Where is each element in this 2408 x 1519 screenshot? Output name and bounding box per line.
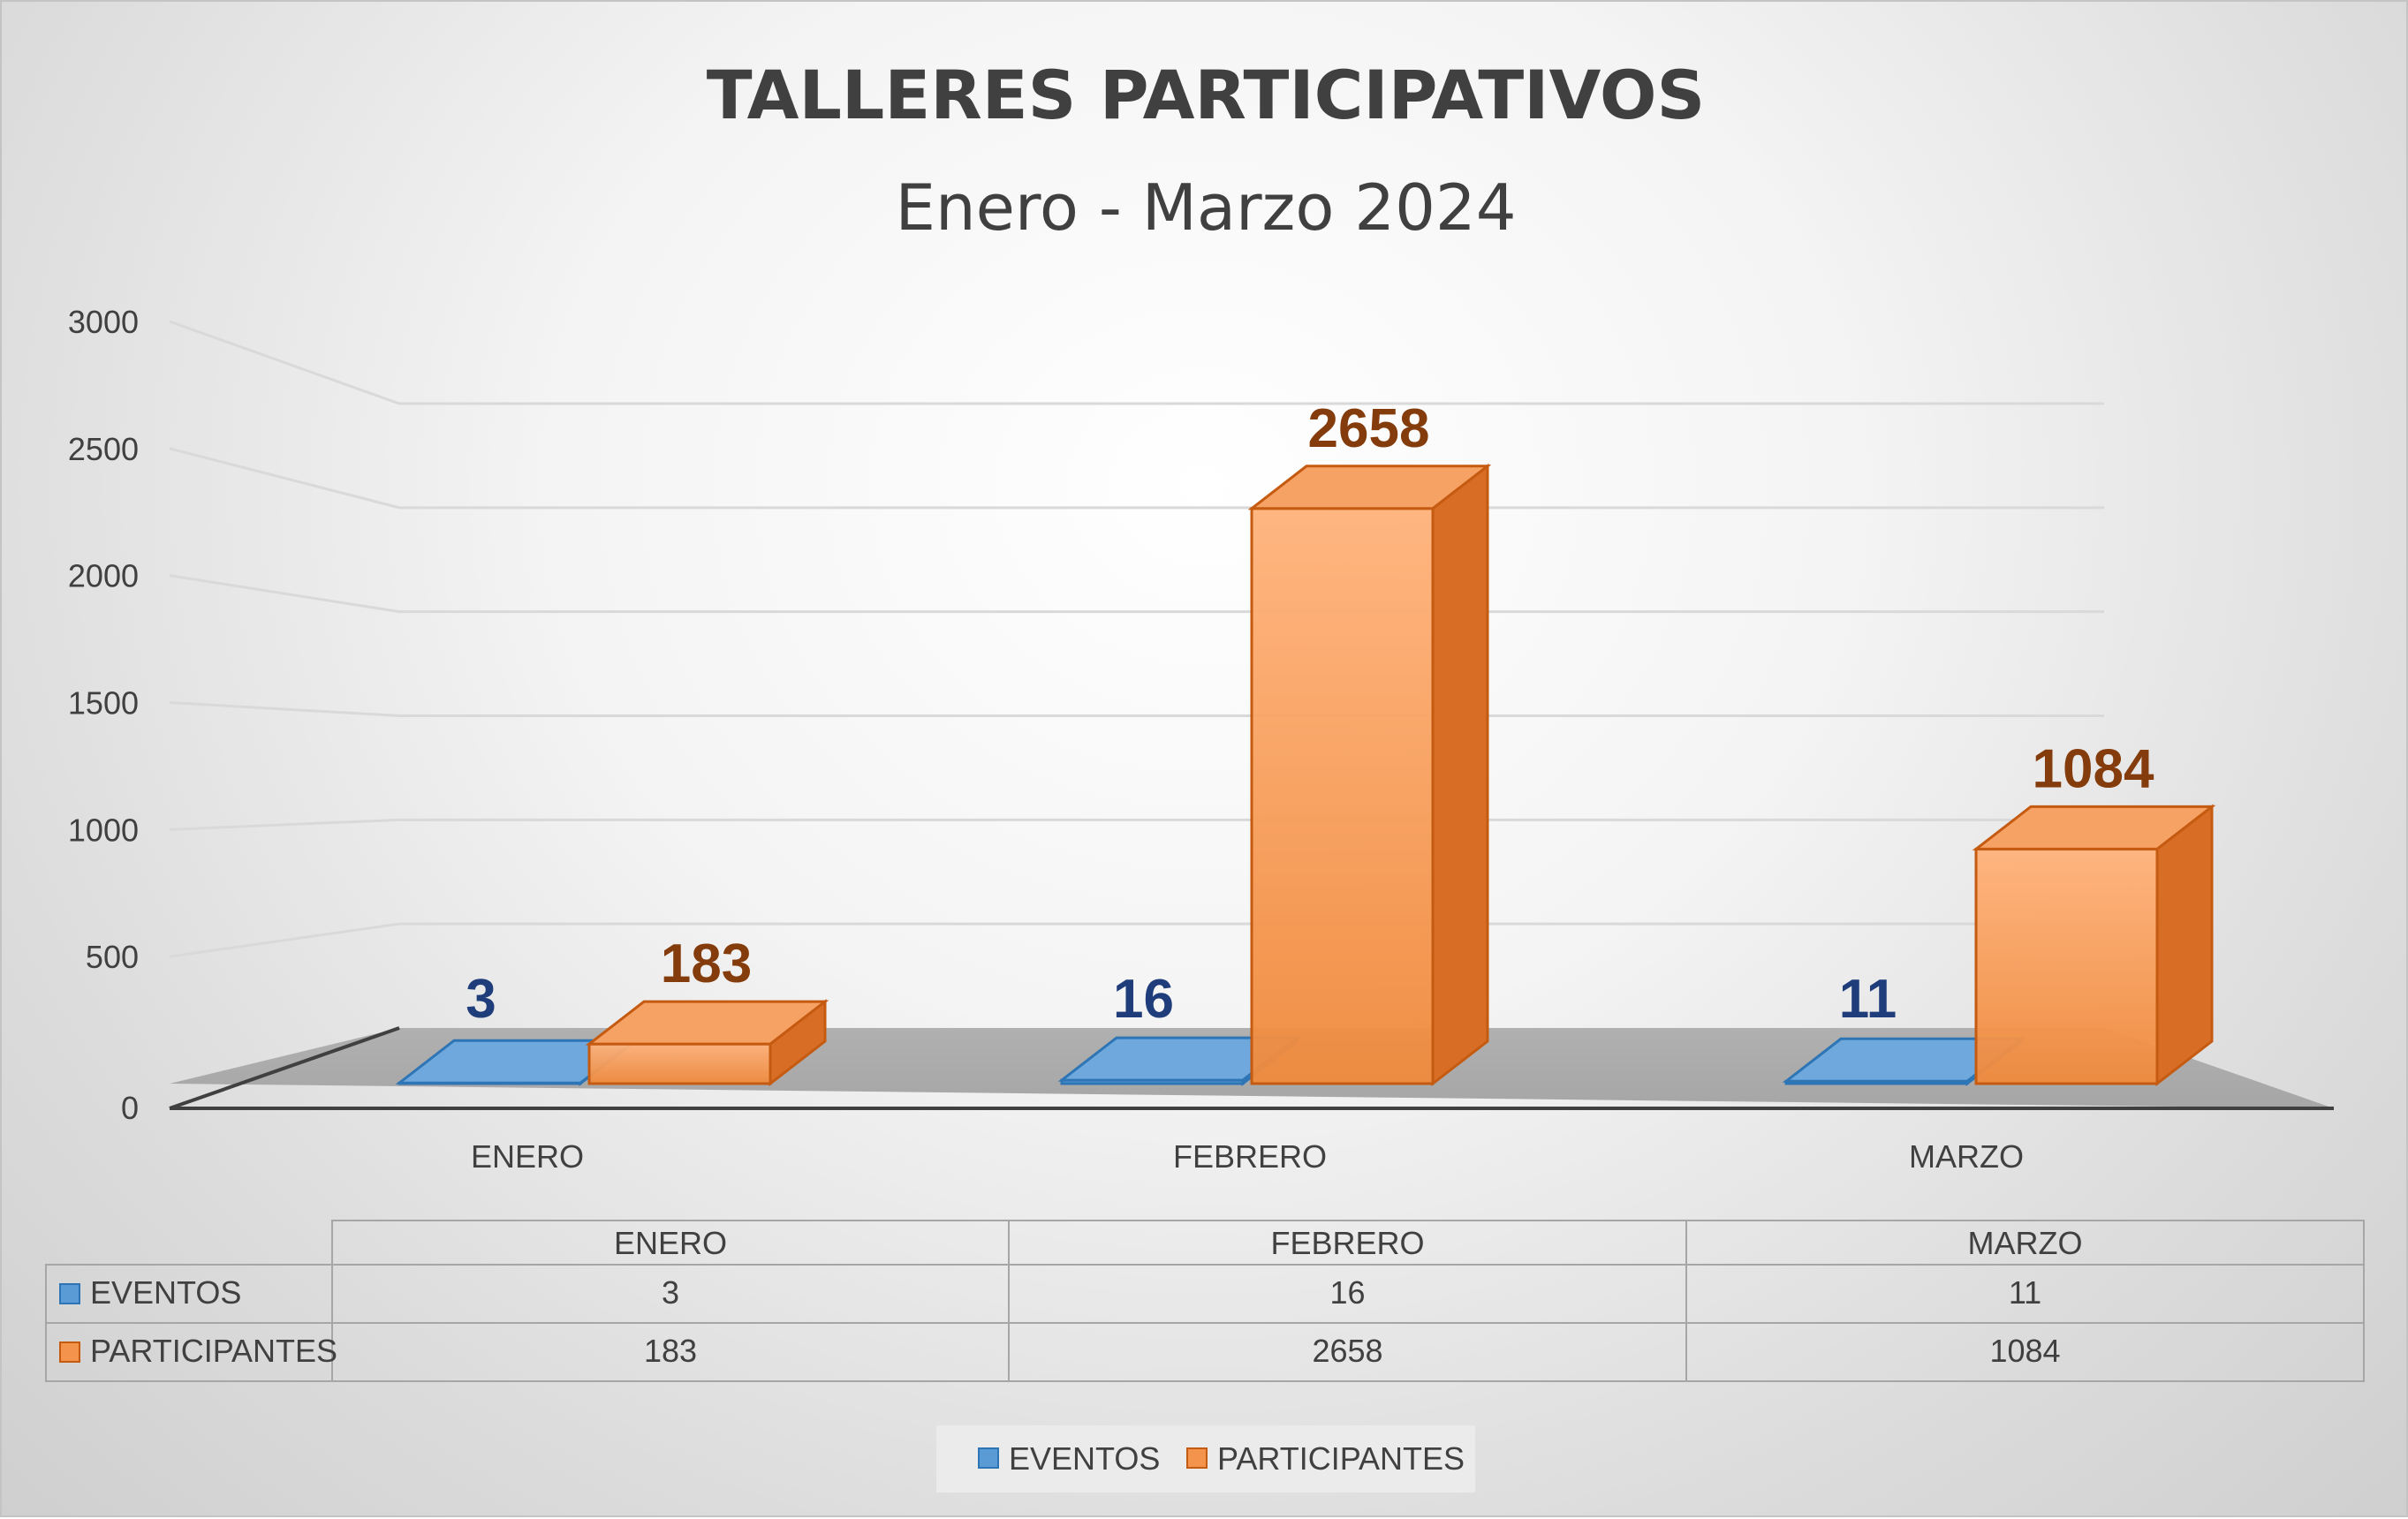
bar-participantes-marzo-side (2155, 804, 2214, 1087)
y-tick-label: 0 (121, 1090, 139, 1126)
grid-line (169, 574, 2104, 614)
y-tick-label: 1500 (68, 685, 139, 722)
bar-participantes-marzo (1972, 804, 2216, 1087)
floor-left-edge (169, 1026, 400, 1110)
legend-key (978, 1447, 999, 1469)
data-label-participantes: 1084 (2033, 738, 2154, 799)
table-cell: 183 (644, 1333, 697, 1369)
legend: EVENTOS PARTICIPANTES (936, 1425, 1475, 1493)
x-tick-label: FEBRERO (1173, 1138, 1327, 1175)
data-table: ENERO FEBRERO MARZO EVENTOS 3 16 11 PARTICIPANT… (45, 1220, 2365, 1382)
table-legend-key (59, 1341, 80, 1363)
y-axis: 0 500 1000 1500 2000 2500 3000 (68, 304, 139, 1126)
grid-line (169, 701, 2104, 717)
y-tick-label: 3000 (68, 304, 139, 340)
chart-title: TALLERES PARTICIPATIVOS (707, 56, 1706, 134)
grid-lines (169, 320, 2104, 958)
data-label-eventos: 11 (1839, 969, 1897, 1030)
bar-participantes-enero (585, 999, 829, 1087)
table-row-label: PARTICIPANTES (90, 1333, 337, 1369)
legend-label: PARTICIPANTES (1217, 1440, 1465, 1477)
y-tick-label: 1000 (68, 812, 139, 848)
bars (395, 463, 2216, 1087)
data-label-eventos: 16 (1113, 969, 1174, 1030)
bar-participantes-febrero-front (1250, 507, 1435, 1085)
grid-line (169, 818, 2104, 831)
bar-participantes-marzo-front (1974, 847, 2159, 1085)
data-label-participantes: 2658 (1308, 398, 1430, 459)
bar-participantes-enero-front (587, 1042, 772, 1085)
y-tick-label: 2000 (68, 558, 139, 594)
grid-line (169, 320, 2104, 405)
chart-subtitle: Enero - Marzo 2024 (895, 170, 1516, 245)
table-cell: 2658 (1312, 1333, 1382, 1369)
y-tick-label: 2500 (68, 431, 139, 467)
bar-participantes-febrero (1247, 463, 1492, 1087)
table-header-cell: ENERO (614, 1225, 727, 1261)
table-row-label: EVENTOS (90, 1274, 241, 1311)
data-label-eventos: 3 (466, 969, 496, 1030)
table-cell: 3 (662, 1274, 679, 1311)
legend-label: EVENTOS (1009, 1440, 1160, 1477)
table-cell: 11 (2009, 1274, 2041, 1311)
x-tick-label: MARZO (1909, 1138, 2024, 1175)
grid-line (169, 447, 2104, 510)
table-cell: 1084 (1989, 1333, 2060, 1369)
data-label-participantes: 183 (661, 933, 752, 994)
table-legend-key (59, 1283, 80, 1304)
table-row (45, 1322, 2365, 1382)
bar-participantes-febrero-side (1431, 463, 1489, 1087)
data-labels: 3 183 16 2658 11 1084 (466, 398, 2154, 1030)
grid-line (169, 922, 2104, 958)
table-header-cell: MARZO (1968, 1225, 2083, 1261)
x-tick-label: ENERO (471, 1138, 584, 1175)
legend-key (1186, 1447, 1208, 1469)
bar-participantes-enero-side (769, 999, 827, 1087)
table-header-cell: FEBRERO (1270, 1225, 1424, 1261)
table-cell: 16 (1329, 1274, 1365, 1311)
x-axis: ENERO FEBRERO MARZO (471, 1138, 2024, 1175)
y-tick-label: 500 (86, 939, 139, 975)
